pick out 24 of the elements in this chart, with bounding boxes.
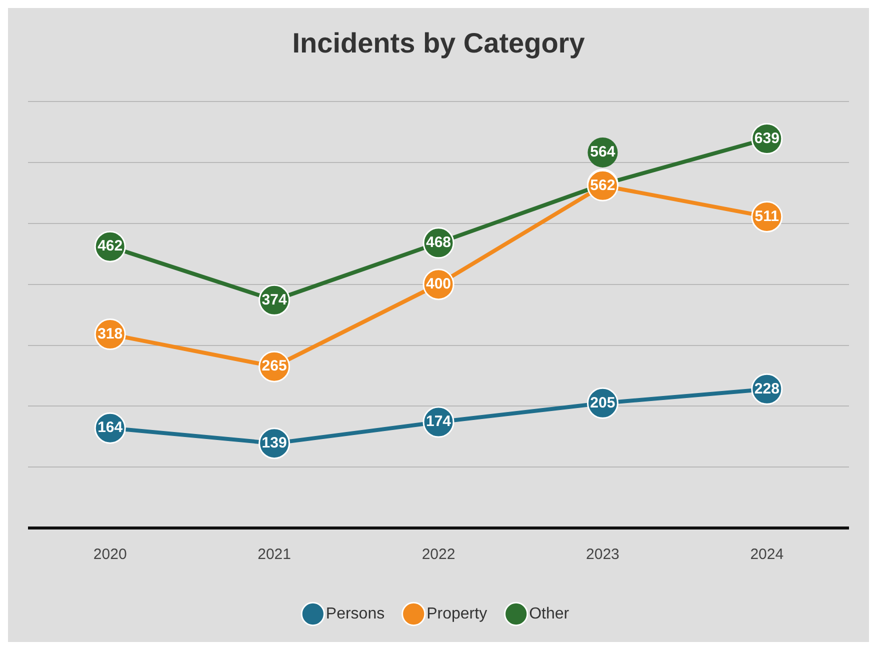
data-label: 468 bbox=[426, 234, 452, 252]
x-tick-label: 2022 bbox=[422, 546, 456, 564]
x-tick-label: 2024 bbox=[750, 546, 784, 564]
data-label: 374 bbox=[262, 291, 288, 308]
data-label: 174 bbox=[426, 413, 452, 430]
data-label: 564 bbox=[590, 144, 616, 161]
data-label: 562 bbox=[590, 176, 616, 194]
x-tick-label: 2021 bbox=[258, 546, 291, 564]
data-label: 639 bbox=[754, 130, 780, 147]
data-label: 511 bbox=[754, 208, 779, 225]
legend-label: Other bbox=[529, 605, 570, 622]
x-tick-label: 2023 bbox=[586, 546, 620, 564]
data-label: 139 bbox=[262, 434, 287, 452]
data-label: 400 bbox=[426, 275, 452, 292]
data-label: 462 bbox=[98, 238, 123, 255]
data-label: 164 bbox=[98, 419, 124, 436]
data-label: 318 bbox=[98, 325, 123, 342]
legend-label: Property bbox=[426, 605, 488, 622]
chart-title: Incidents by Category bbox=[292, 28, 586, 59]
data-label: 265 bbox=[262, 358, 287, 375]
legend-label: Persons bbox=[326, 605, 385, 622]
data-label: 228 bbox=[754, 380, 780, 398]
data-label: 205 bbox=[590, 394, 616, 412]
x-tick-label: 2020 bbox=[93, 546, 127, 564]
